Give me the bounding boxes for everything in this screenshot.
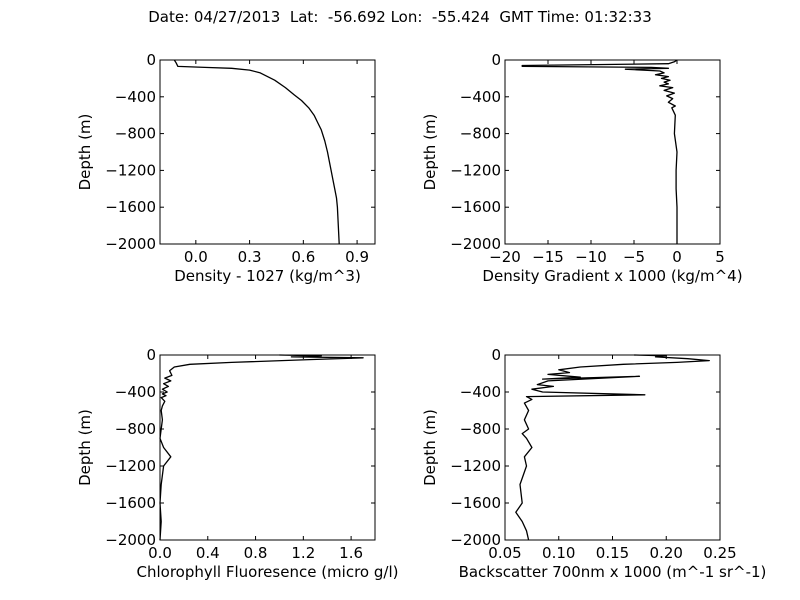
y-tick-label: 0 (491, 346, 501, 364)
y-tick-label: −1600 (105, 494, 156, 512)
x-tick-label: 0.0 (148, 544, 172, 562)
y-tick-label: −2000 (105, 531, 156, 549)
y-tick-label: −400 (460, 88, 501, 106)
profile-line (521, 59, 678, 244)
y-tick-label: −800 (460, 420, 501, 438)
x-axis-label: Chlorophyll Fluoresence (micro g/l) (137, 563, 399, 581)
y-tick-label: 0 (146, 346, 156, 364)
y-axis-label: Depth (m) (421, 409, 439, 486)
x-tick-label: −10 (575, 248, 607, 266)
profile-line (159, 354, 364, 541)
y-axis-label: Depth (m) (76, 409, 94, 486)
x-tick-label: 0.4 (196, 544, 220, 562)
y-axis-label: Depth (m) (421, 114, 439, 191)
y-tick-label: −2000 (450, 235, 501, 253)
x-tick-label: −20 (489, 248, 521, 266)
plot-frame (159, 59, 376, 245)
x-tick-label: 5 (715, 248, 725, 266)
x-tick-label: −5 (623, 248, 645, 266)
x-tick-label: 0 (672, 248, 682, 266)
panel-density: 0.0 0.3 0.6 0.9 0 −400 −800 −1200 −1600 −2000 Dens… (76, 51, 376, 285)
x-tick-label: 0.6 (291, 248, 315, 266)
y-tick-label: −800 (115, 125, 156, 143)
plot-frame (504, 354, 721, 541)
y-axis-label: Depth (m) (76, 114, 94, 191)
y-tick-label: −1600 (450, 198, 501, 216)
x-tick-label: 0.20 (650, 544, 683, 562)
profile-line (515, 354, 710, 541)
profile-line (173, 59, 340, 245)
x-tick-label: −15 (532, 248, 564, 266)
x-tick-label: 0.25 (703, 544, 736, 562)
y-tick-label: −400 (460, 383, 501, 401)
panel-chlorophyll-fluoresence: 0.0 0.4 0.8 1.2 1.6 0 −400 −800 −1200 −1600 −2000 C… (76, 346, 398, 581)
y-tick-label: −1600 (105, 198, 156, 216)
y-tick-label: −2000 (105, 235, 156, 253)
y-tick-label: −400 (115, 383, 156, 401)
x-tick-label: 0.0 (184, 248, 208, 266)
figure-title: Date: 04/27/2013 Lat: -56.692 Lon: -55.4… (148, 8, 652, 26)
panel-density-gradient: −20 −15 −10 −5 0 5 0 −400 −800 −1200 −1600 −2000 Den… (421, 51, 743, 285)
x-axis-label: Density Gradient x 1000 (kg/m^4) (482, 267, 742, 285)
y-tick-label: −800 (115, 420, 156, 438)
x-tick-label: 0.15 (596, 544, 629, 562)
plot-frame (159, 354, 376, 541)
plot-frame (504, 59, 721, 245)
y-tick-label: −1200 (450, 161, 501, 179)
x-tick-label: 0.05 (488, 544, 521, 562)
y-tick-label: 0 (491, 51, 501, 69)
y-tick-label: −1600 (450, 494, 501, 512)
x-tick-label: 0.10 (542, 544, 575, 562)
y-tick-label: −2000 (450, 531, 501, 549)
y-tick-label: −1200 (105, 161, 156, 179)
y-tick-label: −400 (115, 88, 156, 106)
y-tick-label: −1200 (450, 457, 501, 475)
panel-backscatter: 0.05 0.10 0.15 0.20 0.25 0 −400 −800 −1200 −1600 −… (421, 346, 766, 581)
y-tick-label: 0 (146, 51, 156, 69)
x-tick-label: 0.8 (244, 544, 268, 562)
x-tick-label: 1.6 (339, 544, 363, 562)
x-tick-label: 0.9 (345, 248, 369, 266)
x-axis-label: Density - 1027 (kg/m^3) (174, 267, 361, 285)
y-tick-label: −1200 (105, 457, 156, 475)
y-tick-label: −800 (460, 125, 501, 143)
x-axis-label: Backscatter 700nm x 1000 (m^-1 sr^-1) (459, 563, 767, 581)
x-tick-label: 0.3 (238, 248, 262, 266)
x-tick-label: 1.2 (291, 544, 315, 562)
